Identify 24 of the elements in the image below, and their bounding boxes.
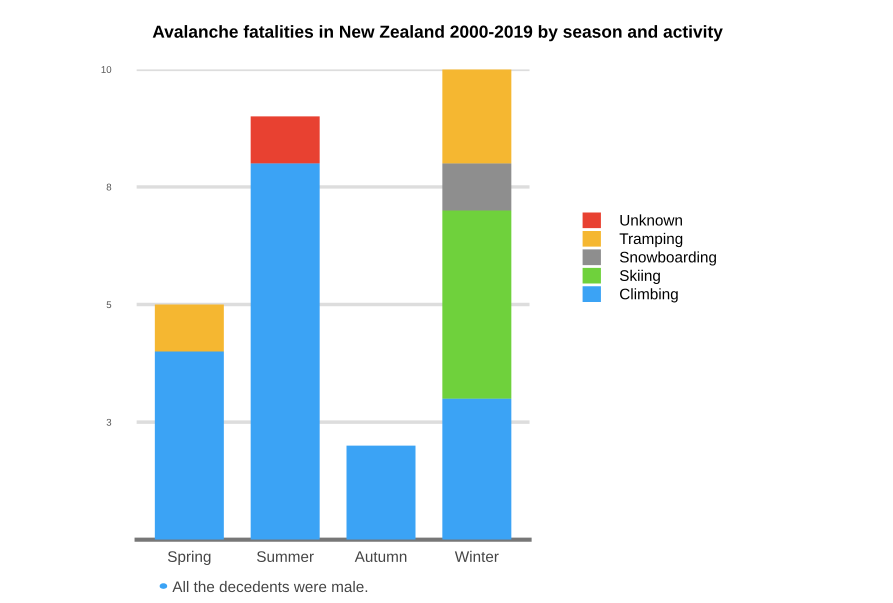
bar: [346, 446, 416, 540]
legend-label: Snowboarding: [620, 251, 716, 266]
chart-title: Avalanche fatalities in New Zealand 2000-2019 by season and activity: [152, 25, 723, 42]
x-tick-label: Winter: [454, 550, 499, 562]
bar: [250, 116, 320, 164]
x-tick-label: Spring: [168, 550, 210, 566]
x-tick-label: Autumn: [354, 551, 406, 562]
bar: [442, 69, 512, 164]
legend-label: Skiing: [620, 270, 660, 284]
bar: [154, 352, 224, 540]
bar: [442, 210, 512, 399]
bar: [442, 398, 512, 540]
text: All the decedents were male.: [172, 580, 368, 592]
y-tick-label: 10: [102, 66, 112, 73]
bar: [154, 304, 224, 352]
legend-label: Tramping: [620, 232, 682, 248]
y-tick-label: 3: [106, 418, 112, 426]
bar: [250, 163, 320, 540]
bar: [442, 163, 512, 210]
y-tick-label: 5: [106, 301, 112, 308]
legend-label: Climbing: [620, 288, 678, 302]
y-tick-label: 8: [106, 184, 112, 191]
legend-label: Unknown: [620, 214, 682, 226]
x-tick-label: Summer: [257, 551, 314, 562]
